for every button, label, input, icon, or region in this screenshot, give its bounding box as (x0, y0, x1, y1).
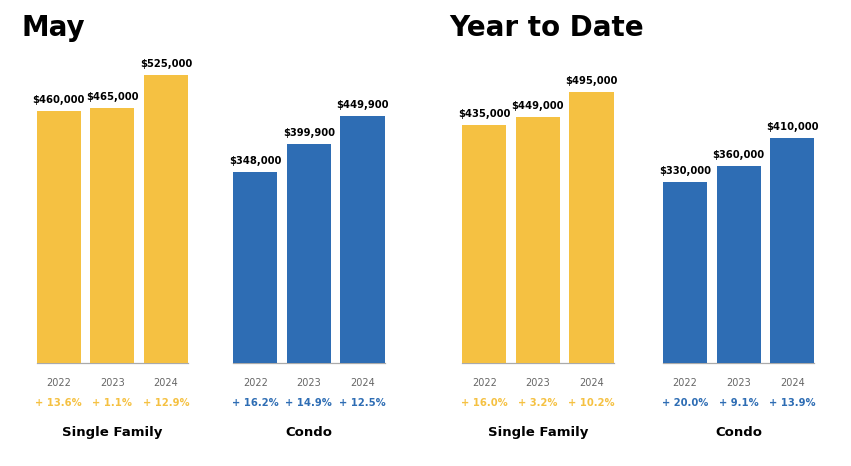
FancyBboxPatch shape (462, 124, 506, 363)
Text: Condo: Condo (285, 426, 333, 439)
Text: 2022: 2022 (243, 378, 268, 388)
Text: $449,900: $449,900 (336, 100, 389, 110)
Text: + 20.0%: + 20.0% (662, 398, 708, 408)
FancyBboxPatch shape (663, 182, 707, 363)
FancyBboxPatch shape (287, 144, 331, 363)
Text: $410,000: $410,000 (766, 122, 819, 132)
FancyBboxPatch shape (90, 108, 134, 363)
Text: $348,000: $348,000 (229, 156, 282, 166)
Text: $435,000: $435,000 (458, 109, 511, 118)
Text: 2023: 2023 (100, 378, 125, 388)
Text: 2022: 2022 (672, 378, 698, 388)
Text: $525,000: $525,000 (140, 59, 192, 69)
FancyBboxPatch shape (717, 166, 761, 363)
Text: $399,900: $399,900 (283, 128, 335, 138)
Text: Single Family: Single Family (62, 426, 163, 439)
Text: Year to Date: Year to Date (449, 14, 644, 42)
FancyBboxPatch shape (569, 92, 614, 363)
FancyBboxPatch shape (770, 138, 814, 363)
Text: 2024: 2024 (350, 378, 375, 388)
Text: $449,000: $449,000 (511, 101, 564, 111)
FancyBboxPatch shape (144, 75, 188, 363)
FancyBboxPatch shape (340, 116, 385, 363)
Text: 2023: 2023 (525, 378, 551, 388)
Text: $460,000: $460,000 (32, 95, 85, 105)
Text: + 9.1%: + 9.1% (719, 398, 758, 408)
Text: + 14.9%: + 14.9% (285, 398, 333, 408)
Text: 2024: 2024 (579, 378, 604, 388)
Text: 2024: 2024 (780, 378, 805, 388)
Text: + 16.0%: + 16.0% (461, 398, 507, 408)
Text: May: May (21, 14, 85, 42)
Text: + 12.9%: + 12.9% (143, 398, 189, 408)
Text: + 3.2%: + 3.2% (518, 398, 557, 408)
Text: Condo: Condo (715, 426, 762, 439)
Text: + 13.9%: + 13.9% (769, 398, 815, 408)
Text: 2023: 2023 (296, 378, 322, 388)
Text: $360,000: $360,000 (712, 150, 765, 160)
Text: 2022: 2022 (46, 378, 71, 388)
Text: $465,000: $465,000 (86, 92, 139, 102)
Text: + 12.5%: + 12.5% (340, 398, 386, 408)
FancyBboxPatch shape (233, 172, 277, 363)
FancyBboxPatch shape (37, 111, 81, 363)
Text: + 16.2%: + 16.2% (232, 398, 278, 408)
Text: + 13.6%: + 13.6% (36, 398, 82, 408)
Text: + 10.2%: + 10.2% (568, 398, 614, 408)
Text: Single Family: Single Family (488, 426, 588, 439)
Text: 2023: 2023 (726, 378, 751, 388)
FancyBboxPatch shape (516, 117, 560, 363)
Text: $495,000: $495,000 (565, 75, 618, 86)
Text: $330,000: $330,000 (659, 166, 711, 176)
Text: 2022: 2022 (471, 378, 497, 388)
Text: 2024: 2024 (153, 378, 179, 388)
Text: + 1.1%: + 1.1% (92, 398, 133, 408)
